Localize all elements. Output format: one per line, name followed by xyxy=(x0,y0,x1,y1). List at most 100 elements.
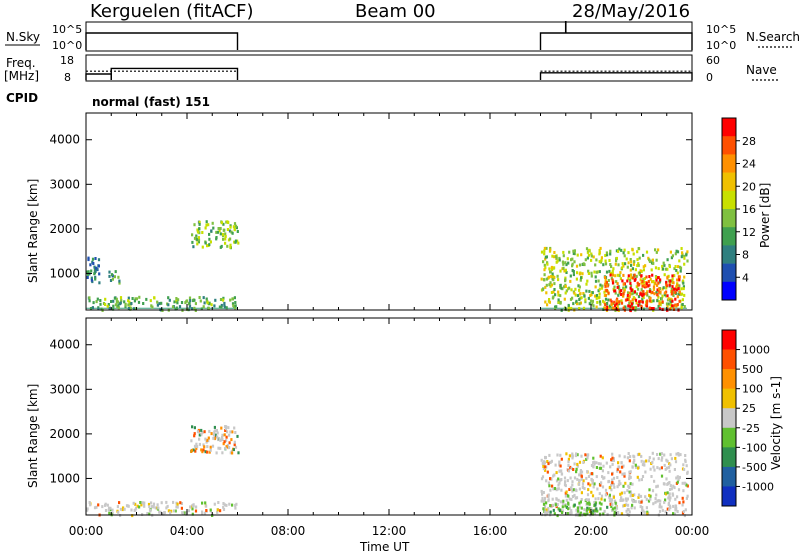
data-cell xyxy=(156,300,159,304)
data-cell xyxy=(619,271,622,275)
data-cell xyxy=(195,446,198,450)
data-cell xyxy=(671,289,674,293)
data-cell xyxy=(209,508,212,512)
data-cell xyxy=(544,505,547,509)
data-cell xyxy=(620,491,623,495)
data-cell xyxy=(620,299,623,303)
data-cell xyxy=(197,236,200,240)
data-cell xyxy=(680,305,683,309)
data-cell xyxy=(601,469,604,473)
data-cell xyxy=(633,290,637,294)
data-cell xyxy=(611,456,614,460)
data-cell xyxy=(617,461,620,465)
data-cell xyxy=(146,512,149,515)
data-cell xyxy=(198,231,201,235)
data-cell xyxy=(569,486,572,490)
data-cell xyxy=(658,467,661,471)
data-cell xyxy=(586,250,589,254)
data-cell xyxy=(552,487,555,491)
data-cell xyxy=(628,477,631,481)
data-cell xyxy=(551,497,554,501)
data-cell xyxy=(203,301,206,305)
data-cell xyxy=(86,507,89,511)
data-cell xyxy=(228,229,232,233)
data-cell xyxy=(633,506,636,510)
data-cell xyxy=(117,303,120,307)
data-cell xyxy=(112,307,115,311)
data-cell xyxy=(652,307,655,310)
data-cell xyxy=(205,297,208,301)
data-cell xyxy=(204,226,207,230)
data-cell xyxy=(567,469,571,473)
data-cell xyxy=(599,260,603,264)
data-cell xyxy=(119,301,122,305)
data-cell xyxy=(98,281,101,285)
data-cell xyxy=(558,460,561,464)
data-cell xyxy=(647,280,650,283)
freq-label-line2: [MHz] xyxy=(4,69,39,83)
data-cell xyxy=(594,497,597,501)
data-cell xyxy=(679,265,682,269)
data-cell xyxy=(607,480,610,484)
data-cell xyxy=(214,435,217,439)
data-cell xyxy=(611,281,615,285)
data-cell xyxy=(191,504,194,508)
data-cell xyxy=(627,277,630,281)
data-cell xyxy=(601,284,604,288)
data-cell xyxy=(224,237,227,241)
data-cell xyxy=(556,259,559,263)
data-cell xyxy=(152,502,156,506)
data-cell xyxy=(562,262,565,266)
data-cell xyxy=(571,269,574,272)
data-cell xyxy=(97,503,100,507)
data-cell xyxy=(629,284,633,288)
data-cell xyxy=(622,292,625,296)
data-cell xyxy=(569,279,572,283)
data-cell xyxy=(629,490,632,494)
data-cell xyxy=(542,467,545,471)
data-cell xyxy=(564,504,567,508)
data-cell xyxy=(684,508,687,512)
data-cell xyxy=(572,252,575,255)
data-cell xyxy=(666,304,669,308)
data-cell xyxy=(613,506,616,510)
data-cell xyxy=(623,254,626,258)
data-cell xyxy=(649,467,652,471)
data-cell xyxy=(193,223,196,227)
data-cell xyxy=(599,302,602,306)
data-cell xyxy=(641,300,644,304)
data-cell xyxy=(617,465,620,469)
data-cell xyxy=(124,305,127,309)
data-cell xyxy=(581,482,585,486)
noise-left-label: N.Sky xyxy=(6,30,40,44)
data-cell xyxy=(646,299,649,303)
data-cell xyxy=(190,448,194,452)
data-cell xyxy=(593,460,596,464)
data-cell xyxy=(598,466,601,470)
data-cell xyxy=(574,454,577,458)
data-cell xyxy=(643,460,646,464)
data-cell xyxy=(193,434,196,438)
data-cell xyxy=(657,281,660,285)
data-cell xyxy=(554,255,558,259)
data-cell xyxy=(553,288,556,291)
data-cell xyxy=(204,241,207,245)
data-cell xyxy=(229,225,232,229)
data-cell xyxy=(138,505,141,509)
data-cell xyxy=(557,298,560,302)
data-cell xyxy=(606,505,609,509)
data-cell xyxy=(548,298,551,301)
data-cell xyxy=(633,273,636,277)
data-cell xyxy=(668,481,671,484)
data-cell xyxy=(208,429,211,433)
data-cell xyxy=(626,265,629,269)
data-cell xyxy=(658,280,661,284)
data-cell xyxy=(677,452,680,455)
colorbar-segment xyxy=(722,466,736,487)
data-cell xyxy=(124,303,127,307)
data-cell xyxy=(180,506,183,510)
data-cell xyxy=(685,483,688,487)
data-cell xyxy=(648,288,652,291)
data-cell xyxy=(541,499,545,503)
data-cell xyxy=(668,498,671,502)
